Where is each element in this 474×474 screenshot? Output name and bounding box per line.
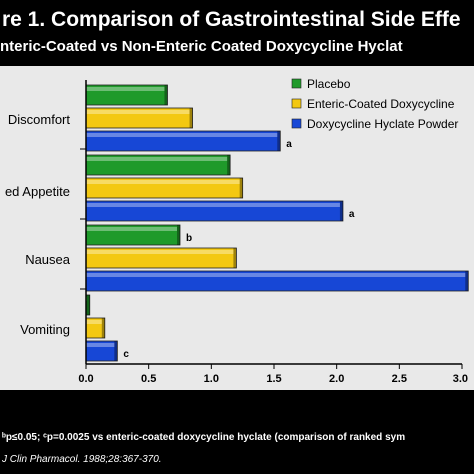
annotation-a: a bbox=[349, 209, 355, 220]
x-tick-label: 0.5 bbox=[141, 373, 156, 385]
bar-highlight bbox=[86, 133, 278, 137]
bar-highlight bbox=[86, 343, 115, 347]
x-tick-label: 2.0 bbox=[329, 373, 344, 385]
bar-highlight bbox=[86, 157, 228, 161]
footnote: ᵇp≤0.05; ᶜp=0.0025 vs enteric-coated dox… bbox=[2, 432, 406, 443]
annotation-b: b bbox=[186, 233, 192, 244]
chart-title: re 1. Comparison of Gastrointestinal Sid… bbox=[2, 8, 461, 31]
bar-highlight bbox=[86, 227, 177, 231]
legend-swatch-placebo bbox=[291, 78, 302, 89]
legend-swatch-enteric bbox=[291, 98, 302, 109]
bar-highlight bbox=[86, 273, 466, 277]
bar-powder bbox=[85, 340, 118, 362]
bar-highlight bbox=[86, 250, 234, 254]
bar-enteric bbox=[85, 247, 237, 269]
bar-enteric bbox=[85, 107, 193, 129]
bar-highlight bbox=[86, 110, 190, 114]
bar-powder bbox=[85, 200, 344, 222]
legend-swatch-powder bbox=[291, 118, 302, 129]
bar-end-cap bbox=[189, 108, 193, 128]
category-label: Vomiting bbox=[20, 322, 70, 337]
legend-label: Enteric-Coated Doxycycline bbox=[307, 97, 455, 111]
bar-end-cap bbox=[101, 318, 105, 338]
bar-end-cap bbox=[114, 341, 118, 361]
category-label: Nausea bbox=[25, 252, 71, 267]
bar-end-cap bbox=[164, 85, 168, 105]
legend-label: Placebo bbox=[307, 77, 351, 91]
bar-end-cap bbox=[239, 178, 243, 198]
bar-placebo bbox=[85, 84, 168, 106]
citation: J Clin Pharmacol. 1988;28:367-370. bbox=[2, 454, 162, 465]
x-tick-label: 1.5 bbox=[266, 373, 281, 385]
bar-enteric bbox=[85, 177, 244, 199]
chart-panel: a a b c 0.0 0.5 1.0 1.5 2.0 2.5 3.0 Discomfort ed Ap… bbox=[0, 66, 474, 390]
bar-end-cap bbox=[86, 295, 90, 315]
bar-powder bbox=[85, 270, 469, 292]
legend-label: Doxycycline Hyclate Powder bbox=[307, 117, 458, 131]
bar-end-cap bbox=[277, 131, 281, 151]
bar-end-cap bbox=[339, 201, 343, 221]
chart-subtitle: nteric-Coated vs Non-Enteric Coated Doxy… bbox=[0, 38, 403, 55]
bar-highlight bbox=[86, 203, 340, 207]
bar-end-cap bbox=[233, 248, 237, 268]
bar-enteric bbox=[85, 317, 106, 339]
bar-highlight bbox=[86, 180, 240, 184]
bar-highlight bbox=[86, 320, 102, 324]
bar-powder bbox=[85, 130, 281, 152]
annotation-c: c bbox=[123, 349, 129, 360]
bar-placebo bbox=[85, 154, 231, 176]
x-tick-label: 0.0 bbox=[78, 373, 93, 385]
bar-end-cap bbox=[227, 155, 231, 175]
category-label: ed Appetite bbox=[5, 184, 70, 199]
category-label: Discomfort bbox=[8, 112, 71, 127]
annotation-a: a bbox=[286, 139, 292, 150]
bar-placebo bbox=[85, 224, 181, 246]
x-tick-label: 3.0 bbox=[453, 373, 468, 385]
bar-end-cap bbox=[465, 271, 469, 291]
bar-chart: a a b c 0.0 0.5 1.0 1.5 2.0 2.5 3.0 Discomfort ed Ap… bbox=[5, 77, 469, 385]
x-tick-label: 1.0 bbox=[204, 373, 219, 385]
bar-end-cap bbox=[177, 225, 180, 245]
x-tick-label: 2.5 bbox=[392, 373, 407, 385]
bar-highlight bbox=[86, 87, 165, 91]
